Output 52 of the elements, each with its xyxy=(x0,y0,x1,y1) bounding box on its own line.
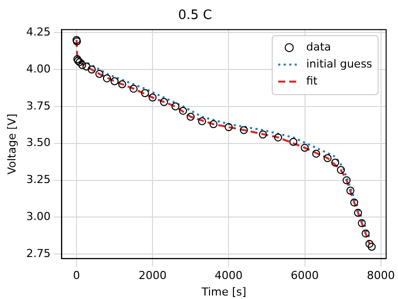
point xyxy=(102,74,111,82)
point xyxy=(224,123,233,132)
point xyxy=(336,166,345,174)
point xyxy=(274,133,282,142)
x-tick-label: 2000 xyxy=(138,269,167,282)
point xyxy=(362,229,370,238)
x-axis-title: Time [s] xyxy=(200,285,246,298)
point xyxy=(95,70,104,78)
legend-label: initial guess xyxy=(306,57,372,70)
point xyxy=(312,150,320,158)
point xyxy=(130,84,138,93)
point xyxy=(300,144,309,152)
x-tick-label: 8000 xyxy=(366,269,395,282)
legend-label: data xyxy=(306,40,332,54)
point xyxy=(171,102,180,110)
point xyxy=(365,240,374,248)
x-tick-label: 6000 xyxy=(290,269,319,282)
point xyxy=(82,62,90,71)
point xyxy=(198,117,206,126)
point xyxy=(358,219,366,228)
point xyxy=(324,154,332,162)
point xyxy=(110,77,119,86)
point xyxy=(179,106,188,115)
point xyxy=(289,138,298,146)
point xyxy=(141,89,149,98)
point xyxy=(331,158,340,167)
point xyxy=(342,176,351,184)
y-tick-label: 3.25 xyxy=(26,173,51,186)
point xyxy=(88,65,96,74)
point xyxy=(354,208,362,217)
point xyxy=(148,94,157,102)
y-tick-label: 4.25 xyxy=(26,25,51,38)
point xyxy=(258,130,267,138)
point xyxy=(368,242,376,251)
y-tick-label: 3.75 xyxy=(26,99,51,112)
y-tick-label: 3.00 xyxy=(26,210,51,224)
point xyxy=(209,120,218,128)
point xyxy=(350,198,358,206)
y-axis-title: Voltage [V] xyxy=(5,114,18,175)
point xyxy=(78,61,86,70)
chart-title: 0.5 C xyxy=(178,8,212,24)
y-tick-label: 3.50 xyxy=(26,136,51,150)
x-tick-label: 0 xyxy=(73,269,80,282)
point xyxy=(240,126,248,134)
y-tick-label: 2.75 xyxy=(26,247,51,260)
point xyxy=(186,112,195,121)
legend-label: fit xyxy=(306,74,318,88)
point xyxy=(118,80,126,88)
x-tick-label: 4000 xyxy=(214,269,243,282)
point xyxy=(346,186,354,195)
point xyxy=(160,98,168,106)
y-tick-label: 4.00 xyxy=(26,62,51,76)
